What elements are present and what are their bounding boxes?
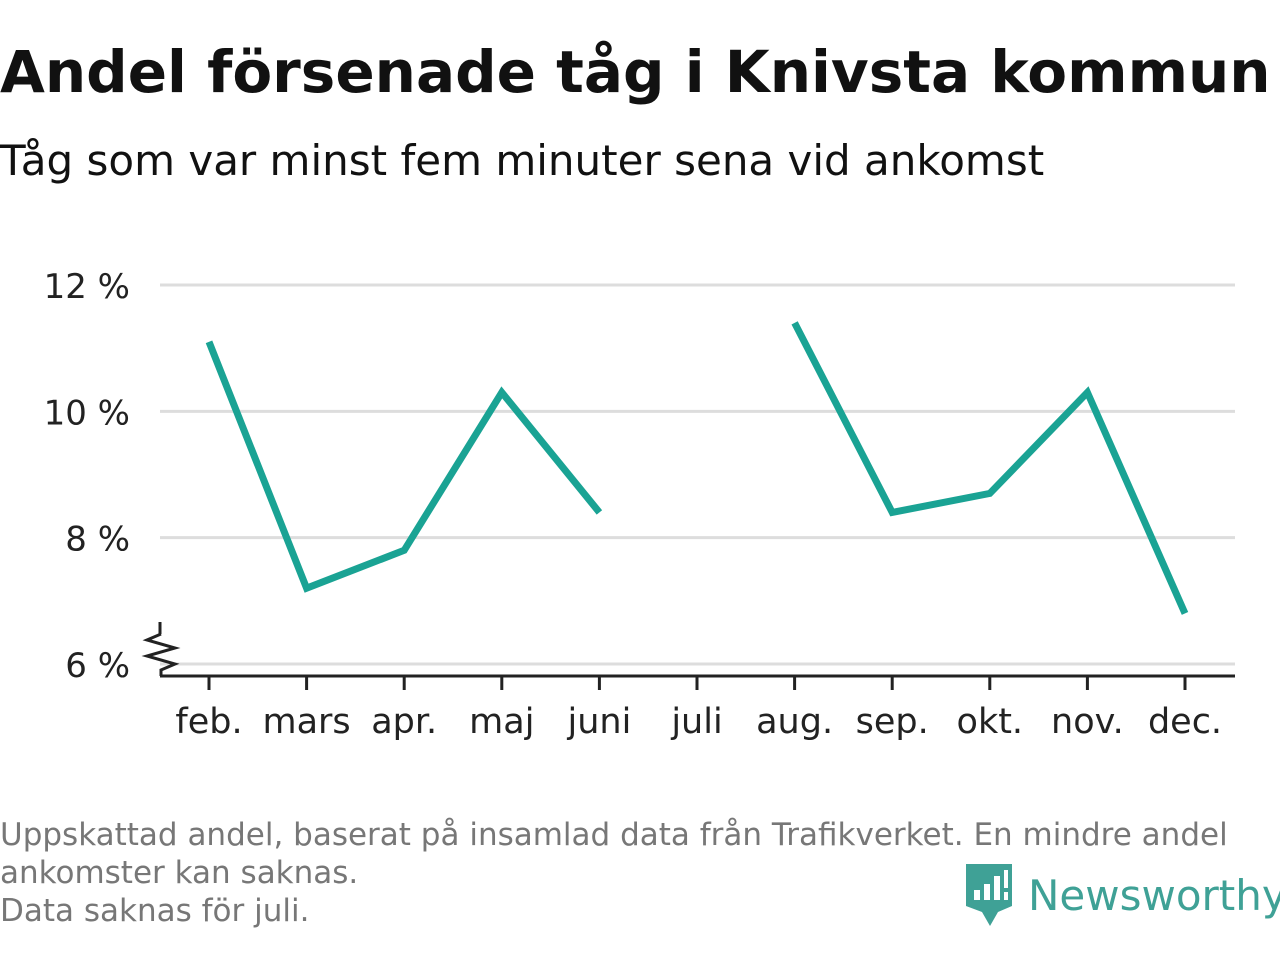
line-chart: 6 % 8 % 10 % 12 % feb. mars apr. maj juni juli au… bbox=[44, 267, 1235, 742]
x-tick-label: okt. bbox=[957, 702, 1024, 742]
y-tick-label: 8 % bbox=[65, 520, 130, 560]
x-tick-label: sep. bbox=[856, 702, 929, 742]
footnote-line: Data saknas för juli. bbox=[0, 893, 310, 929]
chart-subtitle: Tåg som var minst fem minuter sena vid a… bbox=[0, 136, 1045, 185]
x-axis bbox=[141, 622, 1235, 678]
x-tick-label: aug. bbox=[756, 702, 833, 742]
y-tick-label: 6 % bbox=[65, 646, 130, 686]
x-tick-label: mars bbox=[263, 702, 351, 742]
footnote: Uppskattad andel, baserat på insamlad da… bbox=[0, 816, 1270, 930]
footnote-line: ankomster kan saknas. bbox=[0, 855, 359, 891]
newsworthy-logo-icon bbox=[966, 864, 1012, 926]
x-tick-label: juni bbox=[566, 702, 631, 742]
grid-lines bbox=[160, 283, 1235, 666]
y-tick-label: 10 % bbox=[44, 393, 130, 433]
x-tick-label: juli bbox=[670, 702, 722, 742]
chart-title: Andel försenade tåg i Knivsta kommun bbox=[0, 38, 1271, 106]
x-axis-ticks: feb. mars apr. maj juni juli aug. sep. okt. nov. d… bbox=[175, 676, 1222, 742]
y-axis-ticks: 6 % 8 % 10 % 12 % bbox=[44, 267, 130, 686]
series-line bbox=[205, 340, 603, 593]
footnote-line: Uppskattad andel, baserat på insamlad da… bbox=[0, 817, 1228, 853]
series-line bbox=[791, 321, 1189, 615]
x-tick-label: nov. bbox=[1051, 702, 1124, 742]
x-tick-label: dec. bbox=[1148, 702, 1222, 742]
newsworthy-logo: Newsworthy bbox=[964, 862, 1280, 928]
brand-name: Newsworthy bbox=[1028, 870, 1280, 920]
series-lines bbox=[205, 321, 1189, 615]
x-tick-label: maj bbox=[469, 702, 534, 742]
axis-break-mark bbox=[141, 632, 181, 676]
y-tick-label: 12 % bbox=[44, 267, 130, 307]
x-tick-label: apr. bbox=[371, 702, 437, 742]
x-tick-label: feb. bbox=[175, 702, 242, 742]
